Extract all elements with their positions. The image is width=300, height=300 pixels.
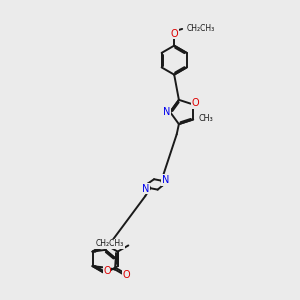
Text: O: O	[192, 98, 200, 108]
Text: CH₂CH₃: CH₂CH₃	[187, 24, 215, 33]
Text: O: O	[122, 270, 130, 280]
Text: N: N	[162, 175, 169, 185]
Text: O: O	[170, 29, 178, 39]
Text: N: N	[163, 107, 170, 117]
Text: CH₂CH₃: CH₂CH₃	[96, 239, 124, 248]
Text: N: N	[142, 184, 150, 194]
Text: CH₃: CH₃	[199, 114, 213, 123]
Text: O: O	[103, 266, 111, 276]
